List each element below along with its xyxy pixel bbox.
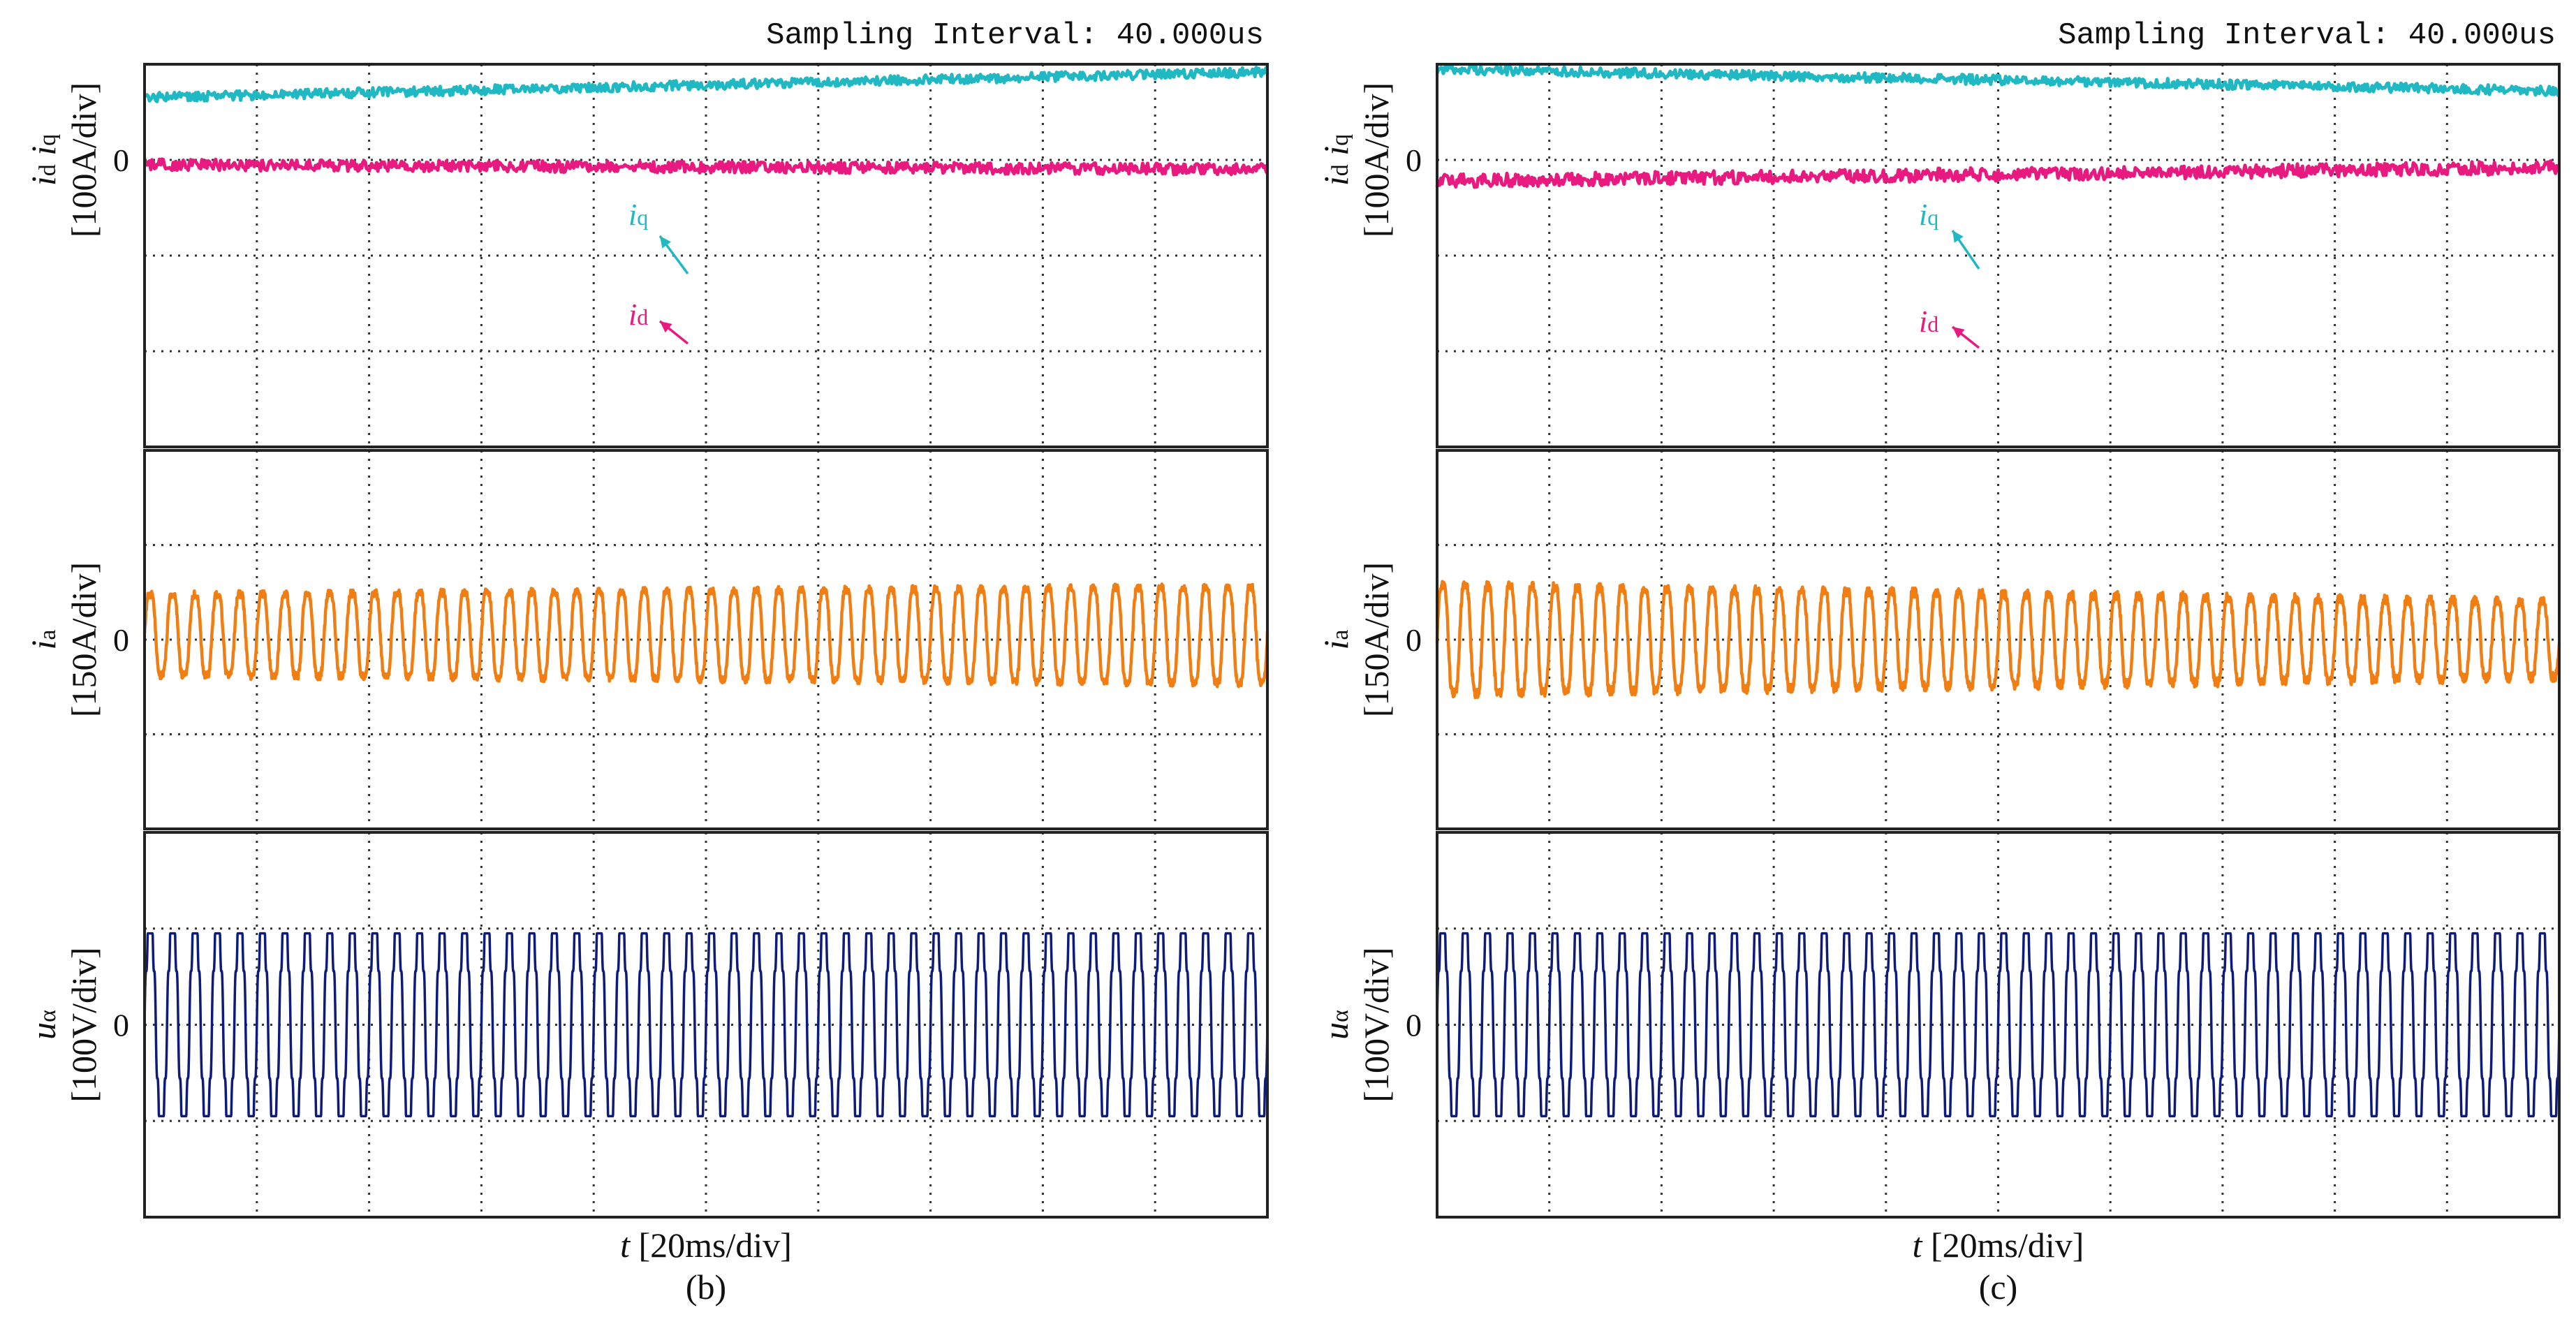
zero-label: 0 (113, 1008, 129, 1043)
y-axis-label: uα [100V/div] (1316, 947, 1396, 1102)
figure-caption: (b) (686, 1267, 726, 1307)
zero-label: 0 (1406, 1008, 1422, 1043)
figure-caption: (c) (1979, 1267, 2018, 1307)
y-axis-label: ia [150A/div] (1316, 562, 1396, 717)
arrow-head-icon (1952, 230, 1964, 243)
zero-label: 0 (1406, 622, 1422, 658)
trace-id (1435, 159, 2561, 189)
y-axis-symbol: uα (1316, 1010, 1355, 1040)
y-axis-label: id iq [100A/div] (1316, 82, 1396, 237)
y-axis-label: uα [100V/div] (24, 947, 103, 1102)
zero-label: 0 (1406, 142, 1422, 178)
y-axis-label: id iq [100A/div] (24, 82, 103, 237)
panel-phase-current: 0 ia [150A/div] (24, 449, 1269, 830)
arrow-head-icon (660, 321, 672, 333)
panel-frame (143, 63, 1269, 448)
trace-label-iq: iq (628, 198, 648, 232)
y-axis-symbol: id iq (1316, 134, 1355, 186)
panel-frame (143, 449, 1269, 830)
sampling-interval-header: Sampling Interval: 40.000us (2058, 18, 2556, 53)
panel-dq-currents: iq id 0 id iq [100A/div] (24, 63, 1269, 448)
arrow-head-icon (1952, 327, 1965, 339)
panel-frame (1436, 449, 2561, 830)
trace-ia (142, 582, 1269, 689)
x-axis-label: t [20ms/div] (620, 1226, 792, 1265)
x-axis-label: t [20ms/div] (1913, 1226, 2084, 1265)
y-axis-label: ia [150A/div] (24, 562, 103, 717)
y-axis-symbol: ia (1316, 630, 1355, 650)
trace-ualpha (1436, 932, 2561, 1118)
panel-phase-voltage: 0 uα [100V/div] (24, 831, 1269, 1219)
zero-label: 0 (113, 622, 129, 658)
trace-label-id: id (628, 297, 648, 332)
zero-label: 0 (113, 142, 129, 178)
panel-frame (1436, 831, 2561, 1219)
y-axis-symbol: ia (24, 630, 63, 650)
trace-label-iq: iq (1919, 198, 1938, 232)
y-axis-unit: [100V/div] (1357, 947, 1396, 1102)
y-axis-unit: [150A/div] (1357, 562, 1396, 717)
trace-iq (1435, 63, 2561, 97)
panel-dq-currents: iq id 0 id iq [100A/div] (1316, 63, 2561, 448)
y-axis-unit: [100V/div] (64, 947, 103, 1102)
trace-id (143, 157, 1269, 177)
panel-frame (1436, 63, 2561, 448)
y-axis-symbol: id iq (24, 134, 63, 186)
sampling-interval-header: Sampling Interval: 40.000us (766, 18, 1264, 53)
y-axis-unit: [100A/div] (1357, 82, 1396, 237)
trace-ualpha (143, 932, 1269, 1118)
panel-frame (143, 831, 1269, 1219)
panel-phase-voltage: 0 uα [100V/div] (1316, 831, 2561, 1219)
panel-phase-current: 0 ia [150A/div] (1316, 449, 2561, 830)
y-axis-unit: [100A/div] (64, 82, 103, 237)
trace-ia (1435, 580, 2561, 700)
y-axis-unit: [150A/div] (64, 562, 103, 717)
trace-iq (144, 66, 1269, 103)
arrow-head-icon (660, 236, 671, 249)
trace-label-id: id (1919, 304, 1938, 339)
y-axis-symbol: uα (24, 1010, 63, 1040)
